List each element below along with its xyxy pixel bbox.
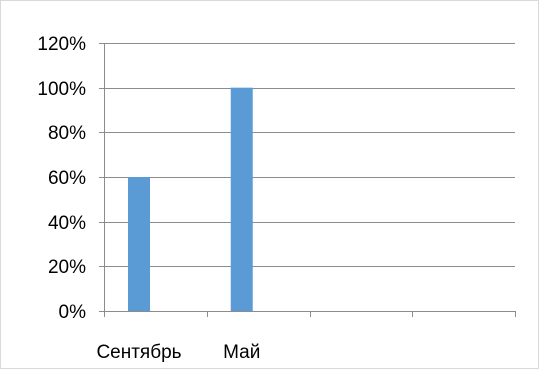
bar bbox=[128, 177, 150, 311]
y-tick-label: 40% bbox=[48, 213, 86, 234]
axes bbox=[99, 43, 516, 317]
y-tick-label: 120% bbox=[37, 34, 86, 55]
y-tick-label: 100% bbox=[37, 79, 86, 100]
x-tick-label: Май bbox=[223, 342, 260, 363]
x-tick-label: Сентябрь bbox=[96, 342, 181, 363]
gridlines bbox=[104, 43, 515, 267]
y-tick-label: 20% bbox=[48, 257, 86, 278]
bars bbox=[128, 87, 253, 312]
y-tick-label: 60% bbox=[48, 168, 86, 189]
y-tick-label: 80% bbox=[48, 123, 86, 144]
bar bbox=[230, 87, 253, 312]
y-tick-label: 0% bbox=[59, 302, 87, 323]
tick-labels: 0% 20% 40% 60% 80% 100% 120% Сентябрь Май bbox=[37, 34, 260, 363]
